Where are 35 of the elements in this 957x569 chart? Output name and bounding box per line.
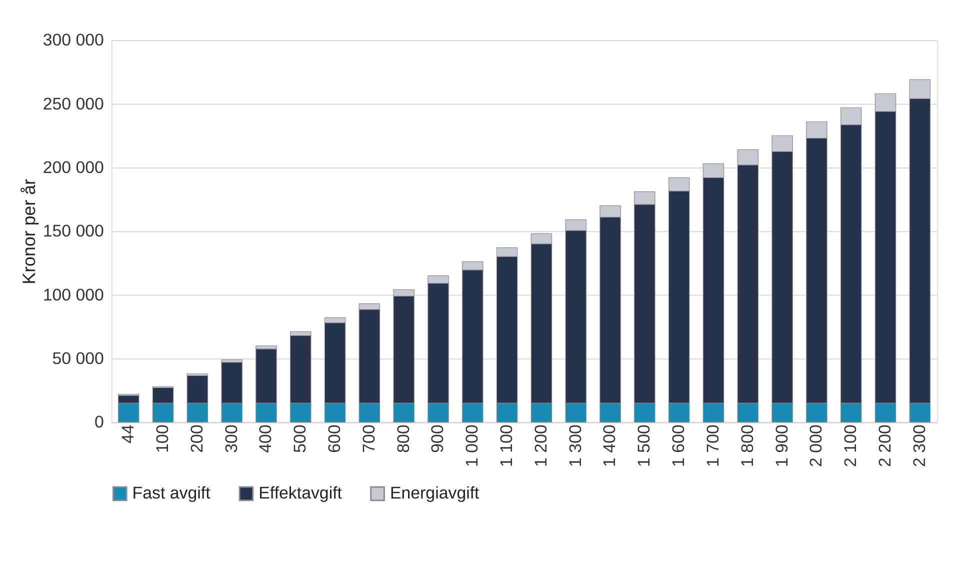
y-tick-label: 0 — [94, 412, 104, 432]
x-tick-label: 700 — [359, 424, 378, 453]
y-tick-label: 200 000 — [42, 158, 104, 177]
y-tick-label: 300 000 — [42, 30, 104, 50]
x-tick-label: 1 600 — [669, 424, 688, 467]
x-tick-label: 200 — [187, 424, 206, 453]
x-tick-label: 2 300 — [910, 424, 929, 467]
x-tick-label: 800 — [394, 424, 413, 453]
x-tick-label: 900 — [428, 424, 448, 453]
x-tick-label: 300 — [222, 424, 241, 453]
x-tick-label: 2 200 — [875, 424, 894, 467]
x-tick-label: 44 — [118, 424, 138, 444]
y-tick-label: 250 000 — [42, 94, 104, 114]
x-tick-label: 1 500 — [634, 424, 654, 467]
x-tick-label: 400 — [256, 424, 276, 453]
legend-label: Effektavgift — [258, 484, 342, 503]
x-tick-label: 100 — [152, 424, 172, 453]
x-tick-label: 2 000 — [806, 424, 826, 467]
y-tick-label: 100 000 — [42, 285, 104, 304]
x-tick-label: 1 400 — [600, 424, 620, 467]
x-tick-label: 600 — [325, 424, 344, 453]
x-tick-label: 500 — [290, 424, 310, 453]
x-tick-label: 1 900 — [772, 424, 792, 467]
legend-label: Fast avgift — [132, 484, 211, 503]
x-tick-label: 1 200 — [531, 424, 550, 467]
x-tick-label: 1 000 — [462, 424, 482, 467]
x-tick-label: 2 100 — [841, 424, 860, 467]
y-tick-label: 50 000 — [52, 348, 104, 368]
x-tick-label: 1 700 — [703, 424, 722, 467]
x-tick-label: 1 800 — [738, 424, 757, 467]
x-tick-label: 1 100 — [497, 424, 516, 467]
x-tick-label: 1 300 — [566, 424, 585, 467]
y-tick-label: 150 000 — [42, 222, 104, 241]
legend-label: Energiavgift — [390, 484, 480, 503]
y-axis-title: Kronor per år — [18, 178, 39, 284]
